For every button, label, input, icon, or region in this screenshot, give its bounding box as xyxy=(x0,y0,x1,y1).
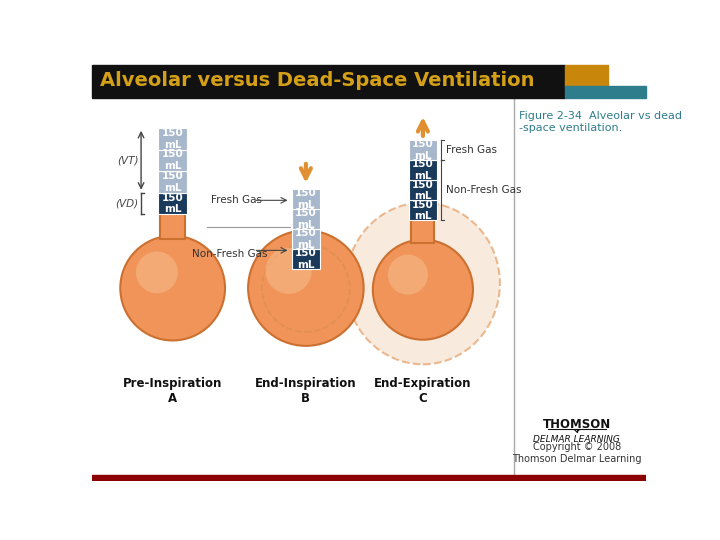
Text: 150
mL: 150 mL xyxy=(412,139,433,161)
Text: 150
mL: 150 mL xyxy=(162,128,184,150)
Bar xyxy=(409,200,437,220)
Text: End-Expiration
C: End-Expiration C xyxy=(374,377,472,404)
Circle shape xyxy=(136,252,178,293)
Text: (VT): (VT) xyxy=(117,156,139,165)
Text: 150
mL: 150 mL xyxy=(295,188,317,210)
Bar xyxy=(158,128,187,150)
Circle shape xyxy=(120,236,225,340)
Circle shape xyxy=(388,254,428,295)
Bar xyxy=(292,209,320,229)
Bar xyxy=(158,171,187,193)
Text: 150
mL: 150 mL xyxy=(412,179,433,201)
Text: 150
mL: 150 mL xyxy=(162,193,184,214)
Text: Figure 2-34  Alveolar vs dead
-space ventilation.: Figure 2-34 Alveolar vs dead -space vent… xyxy=(519,111,682,133)
Bar xyxy=(565,65,608,86)
Text: 150
mL: 150 mL xyxy=(295,228,317,249)
Circle shape xyxy=(373,240,473,340)
Text: THOMSON: THOMSON xyxy=(543,418,611,431)
Text: End-Inspiration
B: End-Inspiration B xyxy=(255,377,356,404)
Text: Alveolar versus Dead-Space Ventilation: Alveolar versus Dead-Space Ventilation xyxy=(99,71,534,91)
Text: DELMAR LEARNING: DELMAR LEARNING xyxy=(534,435,621,443)
Bar xyxy=(292,189,320,209)
Bar xyxy=(92,475,647,481)
Bar xyxy=(292,249,320,269)
Bar xyxy=(92,65,565,98)
Bar xyxy=(292,229,320,249)
Text: Non-Fresh Gas: Non-Fresh Gas xyxy=(446,185,521,195)
Text: (VD): (VD) xyxy=(116,198,139,208)
Text: 150
mL: 150 mL xyxy=(412,200,433,221)
Text: Copyright © 2008
Thomson Delmar Learning: Copyright © 2008 Thomson Delmar Learning xyxy=(512,442,642,464)
Text: Pre-Inspiration
A: Pre-Inspiration A xyxy=(123,377,222,404)
Bar xyxy=(409,180,437,200)
Bar xyxy=(409,160,437,180)
Bar xyxy=(565,86,647,98)
Bar xyxy=(294,209,318,233)
Bar xyxy=(158,193,187,214)
Text: 150
mL: 150 mL xyxy=(295,208,317,230)
Text: 150
mL: 150 mL xyxy=(295,248,317,269)
Text: 150
mL: 150 mL xyxy=(162,150,184,171)
Text: Fresh Gas: Fresh Gas xyxy=(211,195,262,205)
Text: 150
mL: 150 mL xyxy=(412,159,433,181)
Text: 150
mL: 150 mL xyxy=(162,171,184,193)
Text: Non-Fresh Gas: Non-Fresh Gas xyxy=(192,249,267,259)
Circle shape xyxy=(248,231,364,346)
Bar xyxy=(158,150,187,171)
Bar xyxy=(411,218,434,242)
Text: Fresh Gas: Fresh Gas xyxy=(446,145,497,156)
Bar xyxy=(161,212,185,239)
Bar xyxy=(409,140,437,160)
Circle shape xyxy=(266,248,312,294)
Ellipse shape xyxy=(346,202,500,364)
